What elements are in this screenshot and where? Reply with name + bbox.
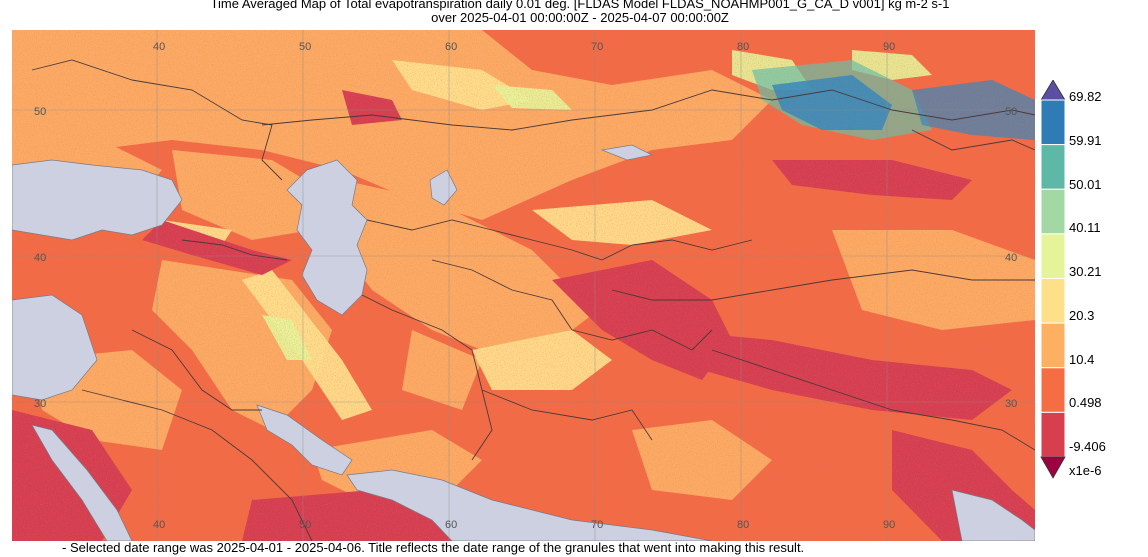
lon-label-top-60: 60 (445, 41, 457, 53)
graticule (12, 30, 1035, 541)
lat-label-left-30: 30 (34, 398, 46, 410)
lat-label-right-50: 50 (1005, 106, 1017, 118)
colorbar-segment (1040, 188, 1066, 235)
lon-label-top-40: 40 (153, 41, 165, 53)
lon-label-bottom-70: 70 (591, 519, 603, 531)
land-texture (12, 30, 1035, 541)
water-bodies (12, 144, 1035, 541)
lon-label-bottom-60: 60 (445, 519, 457, 531)
footer-note: - Selected date range was 2025-04-01 - 2… (62, 540, 805, 555)
lon-label-top-90: 90 (883, 41, 895, 53)
lon-label-top-50: 50 (299, 41, 311, 53)
colorbar-segment (1040, 233, 1066, 279)
colorbar-segment (1040, 367, 1066, 413)
lat-label-right-30: 30 (1005, 398, 1017, 410)
colorbar-label: 69.82 (1069, 89, 1102, 104)
lake-balkhash (600, 144, 654, 161)
arabian-sea (346, 469, 713, 541)
persian-gulf (256, 404, 353, 476)
map-time-range: over 2025-04-01 00:00:00Z - 2025-04-07 0… (431, 10, 729, 25)
colorbar-label: -9.406 (1069, 439, 1106, 454)
colorbar-segment (1040, 144, 1066, 190)
lon-label-bottom-90: 90 (883, 519, 895, 531)
lon-label-bottom-80: 80 (737, 519, 749, 531)
colorbar-label: 10.4 (1069, 352, 1095, 367)
colorbar-label: 40.11 (1069, 220, 1101, 235)
colorbar-segment (1040, 99, 1066, 146)
colorbar-label: 30.21 (1069, 264, 1102, 279)
colorbar-over-arrow (1040, 80, 1066, 101)
colorbar (1040, 80, 1066, 479)
colorbar-label: 0.498 (1069, 395, 1102, 410)
black-sea (12, 159, 183, 241)
country-borders (31, 59, 1035, 541)
lat-label-left-50: 50 (34, 106, 46, 118)
caspian-sea (286, 159, 368, 316)
lon-label-bottom-50: 50 (299, 519, 311, 531)
colorbar-segments (1040, 99, 1066, 458)
colorbar-under-arrow (1040, 456, 1066, 479)
colorbar-segment (1040, 278, 1066, 324)
lat-label-right-40: 40 (1005, 252, 1017, 264)
colorbar-label: 59.91 (1069, 133, 1102, 148)
aral-sea (429, 169, 458, 206)
map-title: Time Averaged Map of Total evapotranspir… (210, 0, 950, 11)
colorbar-segment (1040, 411, 1066, 458)
colorbar-scale-note: x1e-6 (1069, 463, 1102, 478)
lon-label-top-70: 70 (591, 41, 603, 53)
colorbar-segment (1040, 322, 1066, 369)
mediterranean-sea (12, 294, 98, 401)
evapotranspiration-map: 40 50 60 70 80 90 40 50 60 70 80 90 50 4… (12, 30, 1035, 541)
bay-of-bengal (951, 489, 1035, 541)
lat-label-left-40: 40 (34, 252, 46, 264)
lon-label-top-80: 80 (737, 41, 749, 53)
red-sea (31, 424, 133, 541)
colorbar-label: 50.01 (1069, 177, 1102, 192)
lon-label-bottom-40: 40 (153, 519, 165, 531)
colorbar-label: 20.3 (1069, 308, 1095, 323)
